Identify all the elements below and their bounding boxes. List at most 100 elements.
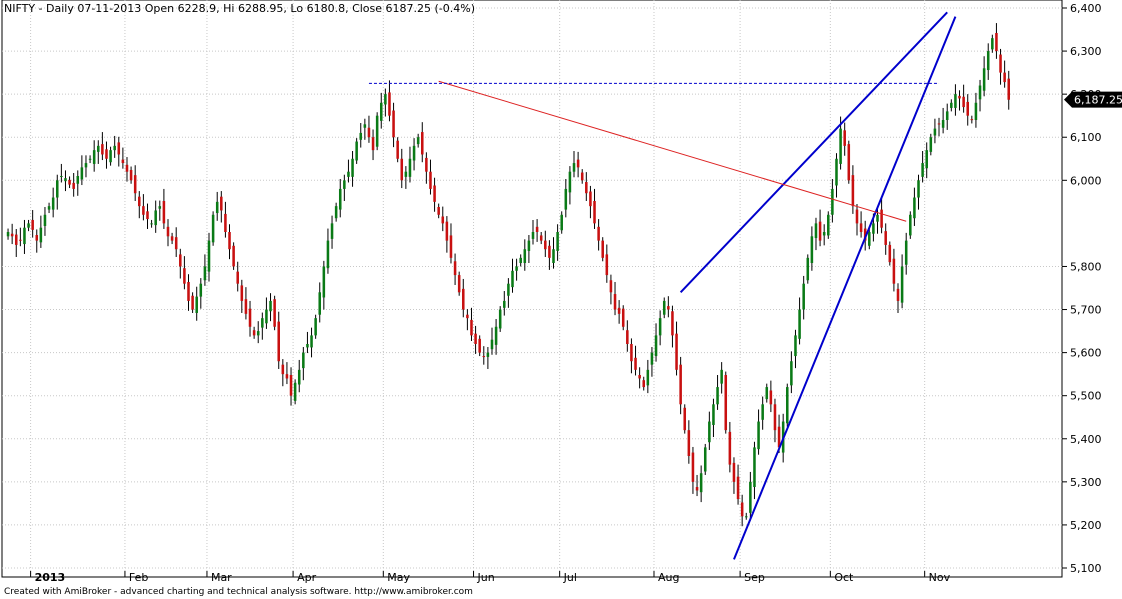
candle-body	[589, 191, 592, 207]
candle-body	[626, 330, 629, 344]
candle-body	[334, 206, 338, 219]
candle-body	[224, 213, 227, 232]
candle-body	[654, 335, 658, 357]
candle-body	[19, 239, 22, 241]
candle-body	[556, 232, 559, 251]
candle-body	[765, 387, 769, 400]
y-tick-label: 5,400	[1070, 433, 1102, 446]
plot-frame	[1, 0, 1063, 578]
candle-body	[445, 221, 449, 241]
candle-body	[256, 331, 260, 336]
candle-body	[146, 211, 149, 220]
y-tick-label: 6,000	[1070, 174, 1102, 187]
candle-body	[617, 307, 621, 314]
candle-body	[847, 144, 851, 181]
candle-body	[757, 421, 760, 450]
y-axis: 5,100 5,200 5,300 5,400 5,500 5,600 5,700 5,800…	[1062, 2, 1122, 575]
candle-body	[412, 145, 416, 161]
candle-body	[285, 374, 289, 379]
candle-body	[183, 268, 186, 284]
candle-body	[945, 111, 949, 120]
candle-body	[909, 214, 912, 236]
candle-body	[252, 330, 256, 336]
candle-body	[671, 311, 674, 336]
candle-body	[269, 300, 272, 312]
candle-body	[113, 145, 116, 151]
candle-body	[950, 102, 953, 108]
candle-body	[568, 171, 572, 193]
candle-body	[105, 149, 108, 159]
candle-body	[884, 231, 887, 245]
candle-body	[400, 158, 404, 181]
candle-body	[310, 335, 313, 348]
y-tick-label: 5,700	[1070, 304, 1102, 317]
x-tick-label: Nov	[929, 571, 951, 584]
candle-body	[855, 209, 859, 224]
candle-body	[683, 407, 687, 431]
footer-credit: Created with AmiBroker - advanced charti…	[4, 587, 473, 597]
candle-body	[338, 188, 342, 210]
y-tick-label: 5,100	[1070, 562, 1102, 575]
candle-body	[761, 404, 764, 420]
candle-body	[498, 309, 502, 329]
trendline	[733, 16, 957, 560]
candle-body	[515, 266, 518, 271]
candle-body	[580, 172, 584, 181]
candle-body	[548, 245, 551, 258]
candle-body	[277, 321, 280, 362]
candle-body	[60, 176, 63, 177]
candle-body	[261, 318, 264, 328]
candle-body	[138, 196, 141, 207]
candle-body	[814, 223, 818, 239]
candle-body	[478, 338, 481, 353]
candle-body	[23, 227, 26, 245]
candle-body	[187, 281, 190, 301]
candle-body	[158, 206, 162, 209]
candle-body	[494, 326, 498, 345]
candle-body	[744, 516, 748, 518]
candle-body	[470, 319, 473, 336]
candle-body	[297, 369, 301, 385]
x-tick-label: Feb	[129, 571, 148, 584]
candle-body	[474, 333, 477, 344]
candle-body	[806, 257, 810, 281]
candle-body	[999, 54, 1002, 73]
candle-body	[966, 101, 969, 116]
x-tick-label: 2013	[35, 571, 66, 584]
candle-body	[646, 369, 650, 386]
candle-body	[921, 163, 924, 177]
candle-body	[420, 132, 424, 155]
candle-body	[740, 502, 744, 517]
candle-body	[1003, 72, 1006, 83]
candle-body	[888, 244, 892, 263]
candle-body	[457, 275, 461, 293]
y-tick-label: 6,400	[1070, 2, 1102, 15]
candle-body	[133, 175, 137, 194]
candle-body	[925, 150, 928, 169]
candle-body	[482, 356, 486, 358]
candle-body	[174, 237, 178, 250]
x-tick-label: Aug	[658, 571, 679, 584]
candle-body	[535, 226, 539, 232]
candle-body	[802, 283, 805, 310]
candle-body	[293, 382, 297, 401]
candle-body	[954, 94, 957, 108]
candle-body	[47, 206, 51, 210]
candle-body	[868, 232, 871, 246]
candle-body	[265, 309, 268, 324]
candle-body	[355, 141, 358, 161]
candle-body	[244, 299, 248, 314]
candle-body	[511, 270, 514, 288]
candle-body	[621, 308, 625, 327]
candle-body	[716, 387, 719, 405]
candle-body	[166, 226, 170, 237]
candle-body	[978, 85, 982, 100]
y-tick-label: 5,300	[1070, 476, 1102, 489]
y-tick-label: 6,300	[1070, 45, 1102, 58]
candle-body	[318, 292, 322, 315]
trendline	[679, 11, 948, 293]
candle-body	[974, 102, 978, 120]
candle-body	[55, 180, 59, 198]
x-tick-label: Jul	[563, 571, 577, 584]
x-tick-label: Jun	[477, 571, 495, 584]
